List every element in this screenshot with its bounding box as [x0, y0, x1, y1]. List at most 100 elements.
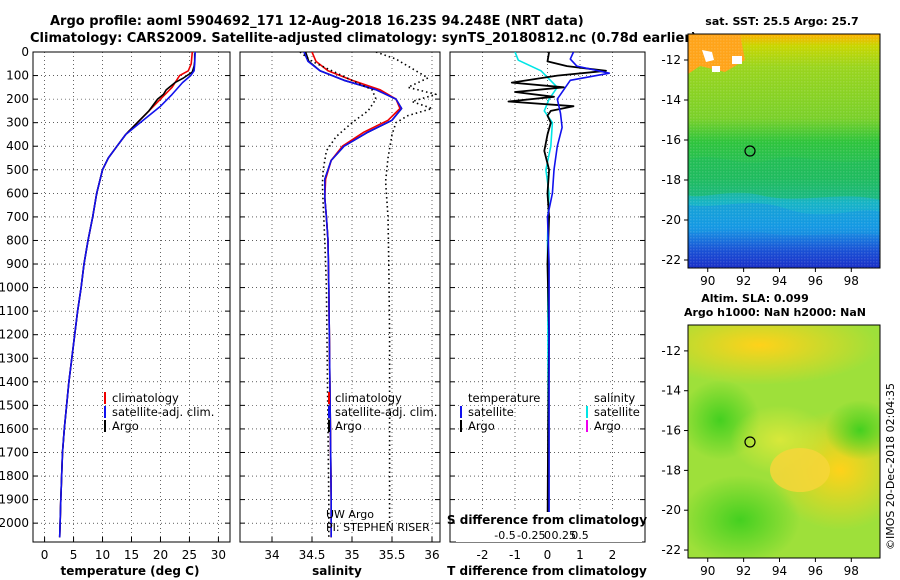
difference-xlabel: T difference from climatology [447, 564, 647, 578]
map-x-tick-label: 98 [844, 274, 859, 288]
x-tick-label: 5 [70, 548, 78, 562]
series-envelope-upper [375, 52, 437, 524]
y-tick-label: 400 [6, 139, 29, 153]
legend-label-argo: Argo [335, 419, 362, 433]
map-y-tick-label: -12 [661, 344, 681, 358]
x-tick-label: 15 [124, 548, 139, 562]
legend-label-sal-argo: Argo [594, 419, 621, 433]
x-tick-label: 30 [211, 548, 226, 562]
x-tick-label: 34.5 [299, 548, 326, 562]
sst-argo-marker [744, 145, 756, 157]
map-y-tick-label: -12 [661, 53, 681, 67]
secondary-axis-box [456, 512, 642, 542]
y-tick-label: 1300 [0, 351, 29, 365]
y-tick-label: 1800 [0, 469, 29, 483]
secondary-tick-label: 0 [544, 529, 551, 542]
x-tick-label: 0 [544, 548, 552, 562]
x-tick-label: 20 [153, 548, 168, 562]
map-x-tick-label: 94 [772, 274, 787, 288]
y-tick-label: 1700 [0, 445, 29, 459]
legend-label-satellite: satellite-adj. clim. [335, 405, 437, 419]
legend-label-sal-satellite: satellite [594, 405, 640, 419]
x-tick-label: -1 [509, 548, 521, 562]
legend-label-argo: Argo [112, 419, 139, 433]
x-tick-label: 2 [609, 548, 617, 562]
sla-map-panel: Altim. SLA: 0.099 Argo h1000: NaN h2000:… [661, 292, 881, 578]
x-tick-label: 25 [182, 548, 197, 562]
temperature-panel: 0100200300400500600700800900100011001200… [0, 45, 231, 578]
legend-label-climatology: climatology [335, 391, 402, 405]
x-tick-label: 10 [95, 548, 110, 562]
y-tick-label: 0 [21, 45, 29, 59]
y-tick-label: 2000 [0, 516, 29, 530]
credit-pi: PI: STEPHEN RISER [326, 521, 430, 534]
map-x-tick-label: 96 [808, 564, 823, 578]
y-tick-label: 700 [6, 210, 29, 224]
legend-label-temp-satellite: satellite [468, 405, 514, 419]
salinity-panel: 34 34.5 35 35.5 36 salinity climatology sate… [239, 51, 441, 578]
map-y-tick-label: -16 [661, 424, 681, 438]
x-tick-label: -2 [477, 548, 489, 562]
map-x-tick-label: 90 [700, 564, 715, 578]
map-y-tick-label: -20 [661, 503, 681, 517]
y-tick-label: 100 [6, 69, 29, 83]
map-y-tick-label: -22 [661, 253, 681, 267]
sla-argo-marker [744, 436, 756, 448]
legend-label-climatology: climatology [112, 391, 179, 405]
x-tick-label: 35.5 [379, 548, 406, 562]
y-tick-label: 300 [6, 116, 29, 130]
difference-panel: -2 -1 0 1 2 T difference from climatology S … [447, 51, 647, 578]
temperature-xlabel: temperature (deg C) [61, 564, 200, 578]
y-tick-label: 1100 [0, 304, 29, 318]
x-tick-label: 0 [41, 548, 49, 562]
sla-map-title-1: Altim. SLA: 0.099 [701, 292, 808, 305]
y-tick-label: 900 [6, 257, 29, 271]
y-tick-label: 1900 [0, 493, 29, 507]
sla-heatmap [688, 325, 880, 558]
sla-yellow-top [688, 325, 880, 385]
sla-map-title-2: Argo h1000: NaN h2000: NaN [684, 306, 866, 319]
sst-heatmap [688, 34, 880, 268]
sla-yellow-blob [770, 448, 830, 492]
map-y-tick-label: -18 [661, 173, 681, 187]
sla-green-east [825, 400, 880, 460]
difference-legend-right: salinity satellite Argo [586, 391, 640, 433]
y-tick-label: 200 [6, 92, 29, 106]
secondary-tick-label: 0.5 [571, 529, 589, 542]
map-x-tick-label: 94 [772, 564, 787, 578]
map-x-tick-label: 92 [736, 274, 751, 288]
x-tick-label: 35 [344, 548, 359, 562]
legend-label-temp-argo: Argo [468, 419, 495, 433]
secondary-xlabel: S difference from climatology [447, 513, 647, 527]
secondary-tick-label: 0.25 [552, 529, 577, 542]
y-tick-label: 1400 [0, 375, 29, 389]
y-tick-label: 1200 [0, 328, 29, 342]
salinity-legend: climatology satellite-adj. clim. Argo [328, 391, 437, 433]
sst-map-frame [687, 33, 881, 269]
title-line-1: Argo profile: aoml 5904692_171 12-Aug-20… [50, 14, 584, 29]
y-tick-label: 600 [6, 186, 29, 200]
map-x-tick-label: 96 [808, 274, 823, 288]
secondary-tick-label: -0.25 [517, 529, 545, 542]
map-y-tick-label: -18 [661, 463, 681, 477]
map-y-tick-label: -14 [661, 384, 681, 398]
legend-left-title: temperature [468, 391, 540, 405]
sla-map-frame [687, 324, 881, 559]
secondary-tick-label: -0.5 [494, 529, 515, 542]
sst-map-title: sat. SST: 25.5 Argo: 25.7 [705, 15, 858, 28]
x-tick-label: 1 [576, 548, 584, 562]
sst-pixel-texture [688, 34, 880, 268]
map-y-tick-label: -14 [661, 93, 681, 107]
y-tick-label: 1000 [0, 281, 29, 295]
series-satellite-adj-clim- [303, 52, 403, 538]
title-line-2: Climatology: CARS2009. Satellite-adjuste… [30, 31, 697, 46]
map-y-tick-label: -20 [661, 213, 681, 227]
series-satellite-adj-clim- [58, 52, 196, 538]
y-tick-label: 500 [6, 163, 29, 177]
map-y-tick-label: -22 [661, 543, 681, 557]
y-tick-label: 1500 [0, 398, 29, 412]
salinity-xlabel: salinity [312, 564, 362, 578]
legend-right-title: salinity [594, 391, 635, 405]
footer-credit: ©IMOS 20-Dec-2018 02:04:35 [884, 383, 897, 550]
